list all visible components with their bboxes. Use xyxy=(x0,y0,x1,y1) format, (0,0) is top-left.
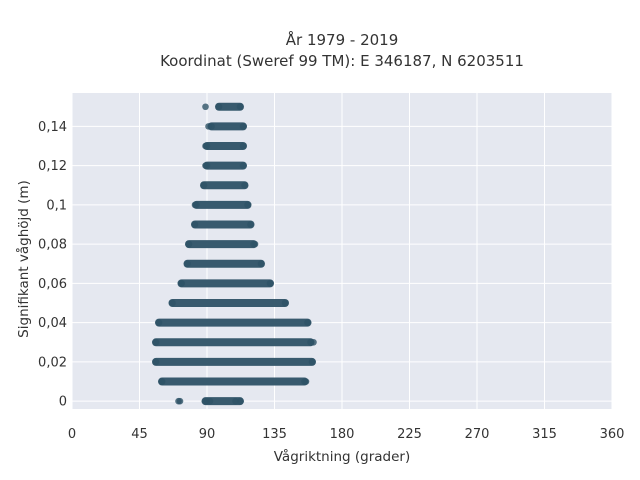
data-point xyxy=(239,123,247,130)
x-tick-label: 180 xyxy=(330,427,355,442)
data-point xyxy=(205,123,212,130)
data-point xyxy=(169,299,176,307)
data-point xyxy=(191,221,199,228)
y-tick-label: 0 xyxy=(59,395,67,410)
data-point xyxy=(251,240,259,248)
data-point xyxy=(302,378,310,385)
y-tick-label: 0,02 xyxy=(38,355,67,370)
data-bands xyxy=(152,102,316,406)
data-point xyxy=(308,358,316,366)
data-point xyxy=(158,378,166,385)
y-tick-label: 0,08 xyxy=(38,238,67,253)
x-tick-label: 90 xyxy=(199,427,216,442)
x-tick-label: 360 xyxy=(600,427,625,442)
x-axis-label: Vågriktning (grader) xyxy=(274,448,411,465)
y-tick-labels: 0 0,02 0,04 0,06 0,08 0,1 0,12 0,14 xyxy=(38,120,67,410)
data-point xyxy=(232,397,239,405)
data-points xyxy=(152,103,317,405)
y-tick-label: 0,1 xyxy=(46,198,67,213)
data-point xyxy=(236,103,244,111)
y-axis-label: Signifikant våghöjd (m) xyxy=(15,180,32,338)
data-point xyxy=(184,260,191,268)
y-tick-label: 0,04 xyxy=(38,316,67,331)
data-point xyxy=(155,319,163,326)
data-point xyxy=(152,358,160,366)
data-point xyxy=(304,319,311,326)
data-point xyxy=(176,397,184,405)
data-point xyxy=(202,162,209,169)
data-point xyxy=(185,240,193,248)
data-point xyxy=(202,103,209,111)
data-point xyxy=(152,338,160,346)
data-point xyxy=(310,338,317,346)
chart-subtitle: Koordinat (Sweref 99 TM): E 346187, N 62… xyxy=(160,52,524,70)
data-point xyxy=(206,397,214,405)
data-point xyxy=(215,103,223,111)
data-point xyxy=(244,201,251,209)
data-point xyxy=(178,280,185,287)
data-point xyxy=(247,221,254,228)
data-point xyxy=(239,142,247,150)
data-point xyxy=(281,299,289,307)
data-point xyxy=(200,181,208,189)
data-point xyxy=(239,162,247,169)
data-point xyxy=(257,260,265,268)
chart-title: År 1979 - 2019 xyxy=(286,30,399,49)
data-point xyxy=(191,201,199,209)
y-tick-label: 0,06 xyxy=(38,277,67,292)
x-tick-label: 135 xyxy=(262,427,287,442)
x-tick-label: 0 xyxy=(68,427,76,442)
x-tick-label: 45 xyxy=(131,427,148,442)
data-point xyxy=(266,280,274,287)
x-tick-labels: 0 45 90 135 180 225 270 315 360 xyxy=(68,427,625,442)
y-tick-label: 0,14 xyxy=(38,120,67,135)
x-tick-label: 225 xyxy=(397,427,422,442)
x-tick-label: 270 xyxy=(465,427,490,442)
data-point xyxy=(241,181,248,189)
data-point xyxy=(202,142,209,150)
y-tick-label: 0,12 xyxy=(38,159,67,174)
x-tick-label: 315 xyxy=(532,427,557,442)
